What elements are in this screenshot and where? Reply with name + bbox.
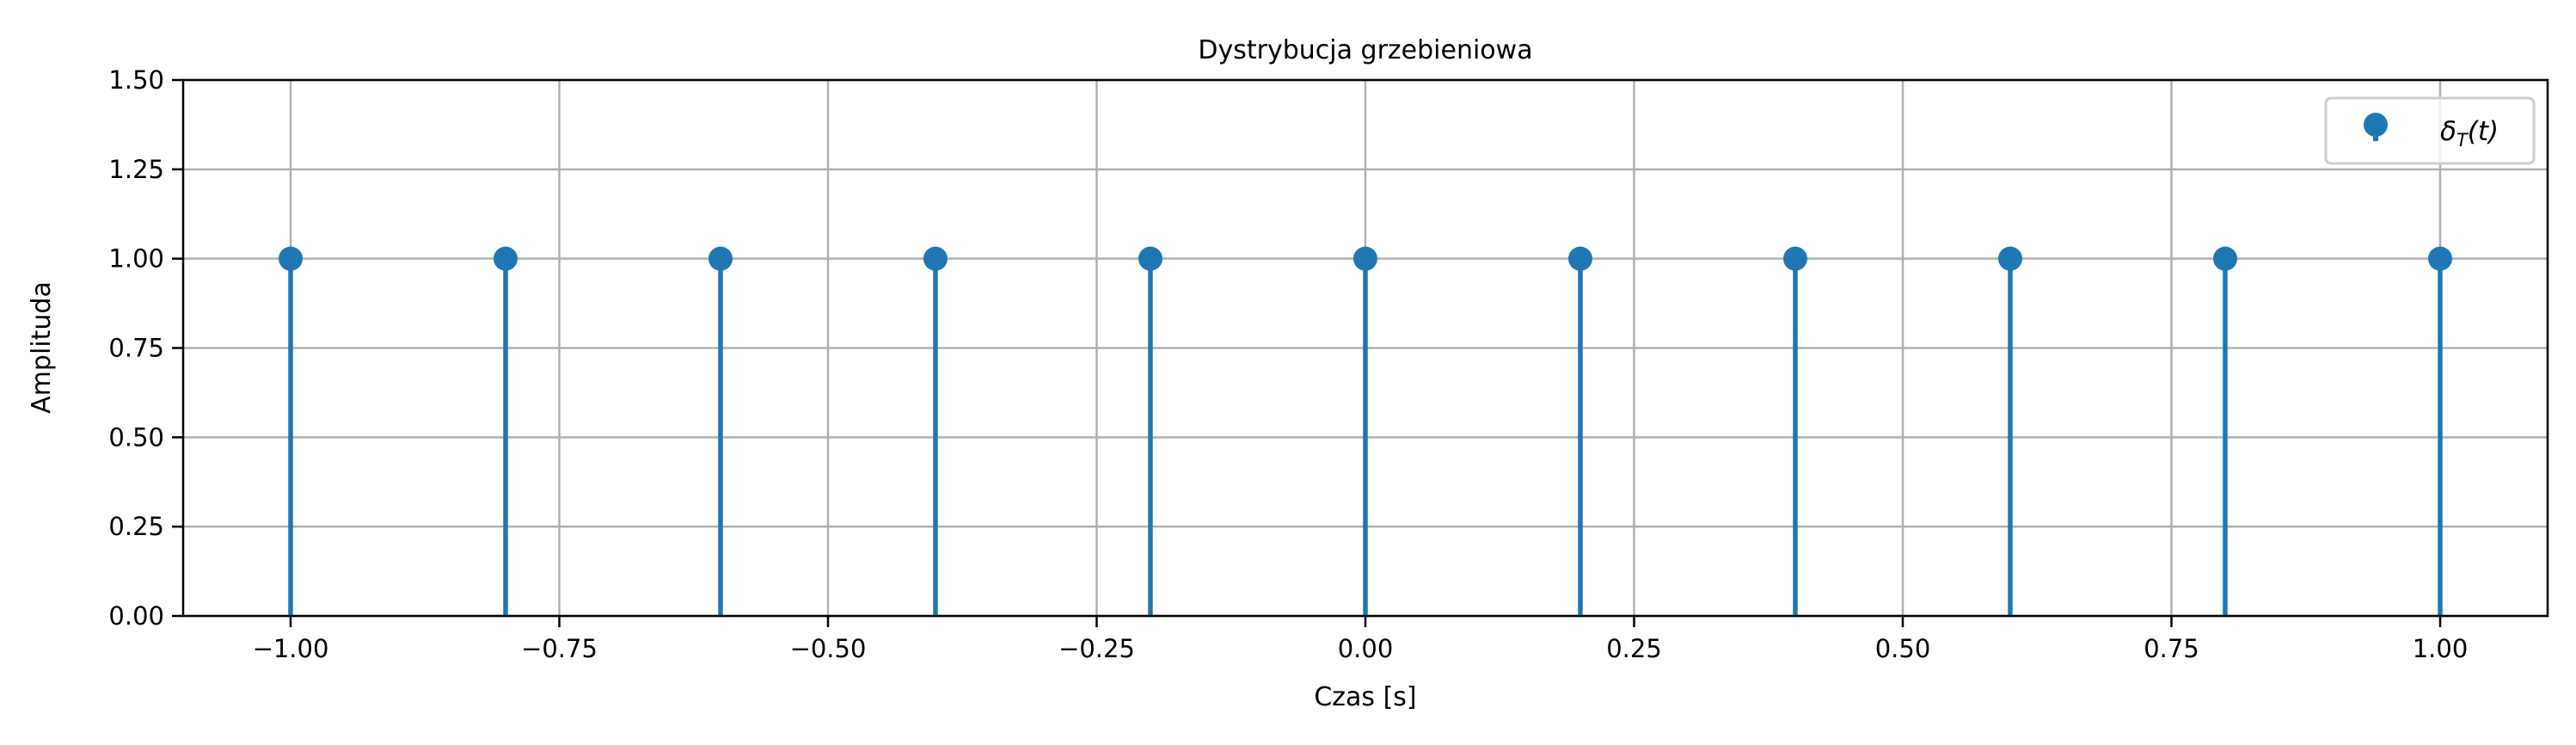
x-tick-label: −0.50 xyxy=(790,634,867,663)
stem-marker xyxy=(923,246,948,271)
chart-title: Dystrybucja grzebieniowa xyxy=(1198,35,1532,65)
x-tick-label: 0.50 xyxy=(1875,634,1931,663)
x-tick-label: −0.75 xyxy=(521,634,598,663)
y-tick-label: 1.00 xyxy=(108,244,164,274)
stem-marker xyxy=(1138,246,1162,271)
legend-label: δT(t) xyxy=(2440,116,2499,151)
stem-series xyxy=(279,246,2452,616)
y-axis-label: Amplituda xyxy=(27,281,57,414)
x-tick-label: −1.00 xyxy=(253,634,329,663)
stem-marker xyxy=(2428,246,2452,271)
stem-marker xyxy=(708,246,733,271)
y-tick-label: 1.50 xyxy=(108,65,164,95)
x-tick-label: 1.00 xyxy=(2413,634,2469,663)
x-tick-label: −0.25 xyxy=(1058,634,1135,663)
stem-marker xyxy=(494,246,518,271)
stem-marker xyxy=(279,246,303,271)
legend: δT(t) xyxy=(2324,96,2536,165)
x-tick-label: 0.00 xyxy=(1338,634,1394,663)
stem-marker xyxy=(1568,246,1592,271)
ticks: −1.00 −0.75 −0.50 −0.25 0.00 0.25 0.50 0.75 1.00… xyxy=(108,65,2468,663)
stem-marker xyxy=(1998,246,2022,271)
stem-marker xyxy=(1783,246,1807,271)
y-tick-label: 0.00 xyxy=(108,601,164,631)
y-tick-label: 1.25 xyxy=(108,155,164,184)
x-tick-label: 0.25 xyxy=(1606,634,1662,663)
legend-marker xyxy=(2364,113,2388,137)
stem-marker xyxy=(2213,246,2237,271)
y-tick-label: 0.50 xyxy=(108,422,164,452)
y-tick-label: 0.25 xyxy=(108,512,164,541)
y-tick-label: 0.75 xyxy=(108,334,164,363)
x-axis-label: Czas [s] xyxy=(1314,682,1416,712)
x-tick-label: 0.75 xyxy=(2144,634,2199,663)
legend-box xyxy=(2324,96,2536,165)
stem-marker xyxy=(1353,246,1377,271)
